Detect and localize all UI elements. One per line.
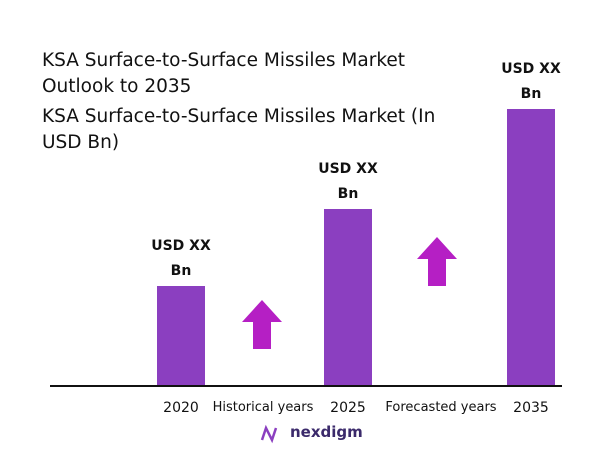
up-arrow: [417, 237, 457, 286]
annotation: Forecasted years: [385, 400, 497, 415]
value-label: USD XX Bn: [501, 61, 561, 102]
chart-subtitle: KSA Surface-to-Surface Missiles Market (…: [42, 106, 436, 153]
x-tick-label: 2020: [163, 400, 199, 416]
logo: nexdigm: [290, 423, 363, 441]
bar: [324, 209, 372, 385]
up-arrow: [242, 300, 282, 349]
annotation: Historical years: [212, 400, 314, 415]
chart-title: KSA Surface-to-Surface Missiles Market O…: [42, 50, 406, 97]
value-label: USD XX Bn: [151, 238, 211, 279]
bar: [507, 109, 555, 385]
logo-icon: [260, 424, 278, 444]
bar: [157, 286, 205, 385]
x-tick-label: 2025: [330, 400, 366, 416]
value-label: USD XX Bn: [318, 161, 378, 202]
x-tick-label: 2035: [513, 400, 549, 416]
